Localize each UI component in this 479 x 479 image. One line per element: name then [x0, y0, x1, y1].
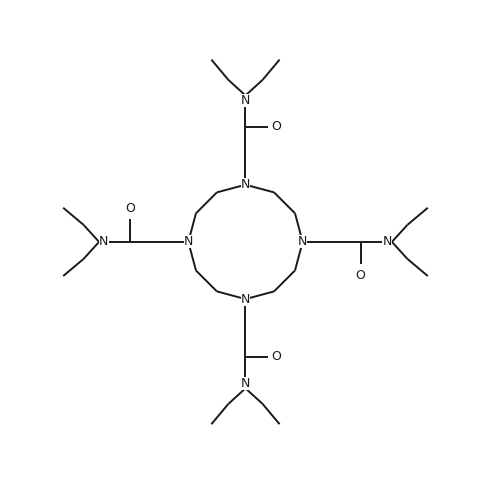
Text: O: O [271, 351, 281, 364]
Text: O: O [125, 202, 136, 215]
Text: N: N [298, 235, 308, 249]
Text: N: N [382, 235, 392, 249]
Text: N: N [99, 235, 109, 249]
Text: O: O [271, 120, 281, 133]
Text: N: N [183, 235, 193, 249]
Text: O: O [355, 269, 365, 282]
Text: N: N [241, 377, 250, 390]
Text: N: N [241, 293, 250, 306]
Text: N: N [241, 94, 250, 107]
Text: N: N [241, 178, 250, 191]
